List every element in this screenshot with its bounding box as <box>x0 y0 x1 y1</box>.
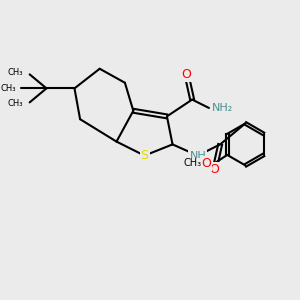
Text: CH₃: CH₃ <box>0 84 16 93</box>
Text: CH₃: CH₃ <box>7 99 23 108</box>
Text: O: O <box>210 163 220 176</box>
Text: CH₃: CH₃ <box>7 68 23 77</box>
Text: NH₂: NH₂ <box>212 103 233 113</box>
Text: O: O <box>201 157 211 170</box>
Text: CH₃: CH₃ <box>183 158 201 168</box>
Text: O: O <box>182 68 191 81</box>
Text: NH: NH <box>189 151 206 160</box>
Text: S: S <box>140 149 148 162</box>
